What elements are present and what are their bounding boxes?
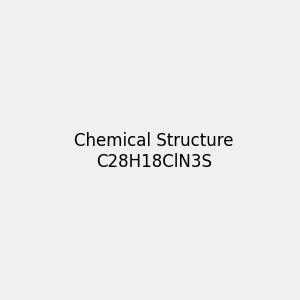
Text: Chemical Structure
C28H18ClN3S: Chemical Structure C28H18ClN3S (74, 132, 233, 171)
